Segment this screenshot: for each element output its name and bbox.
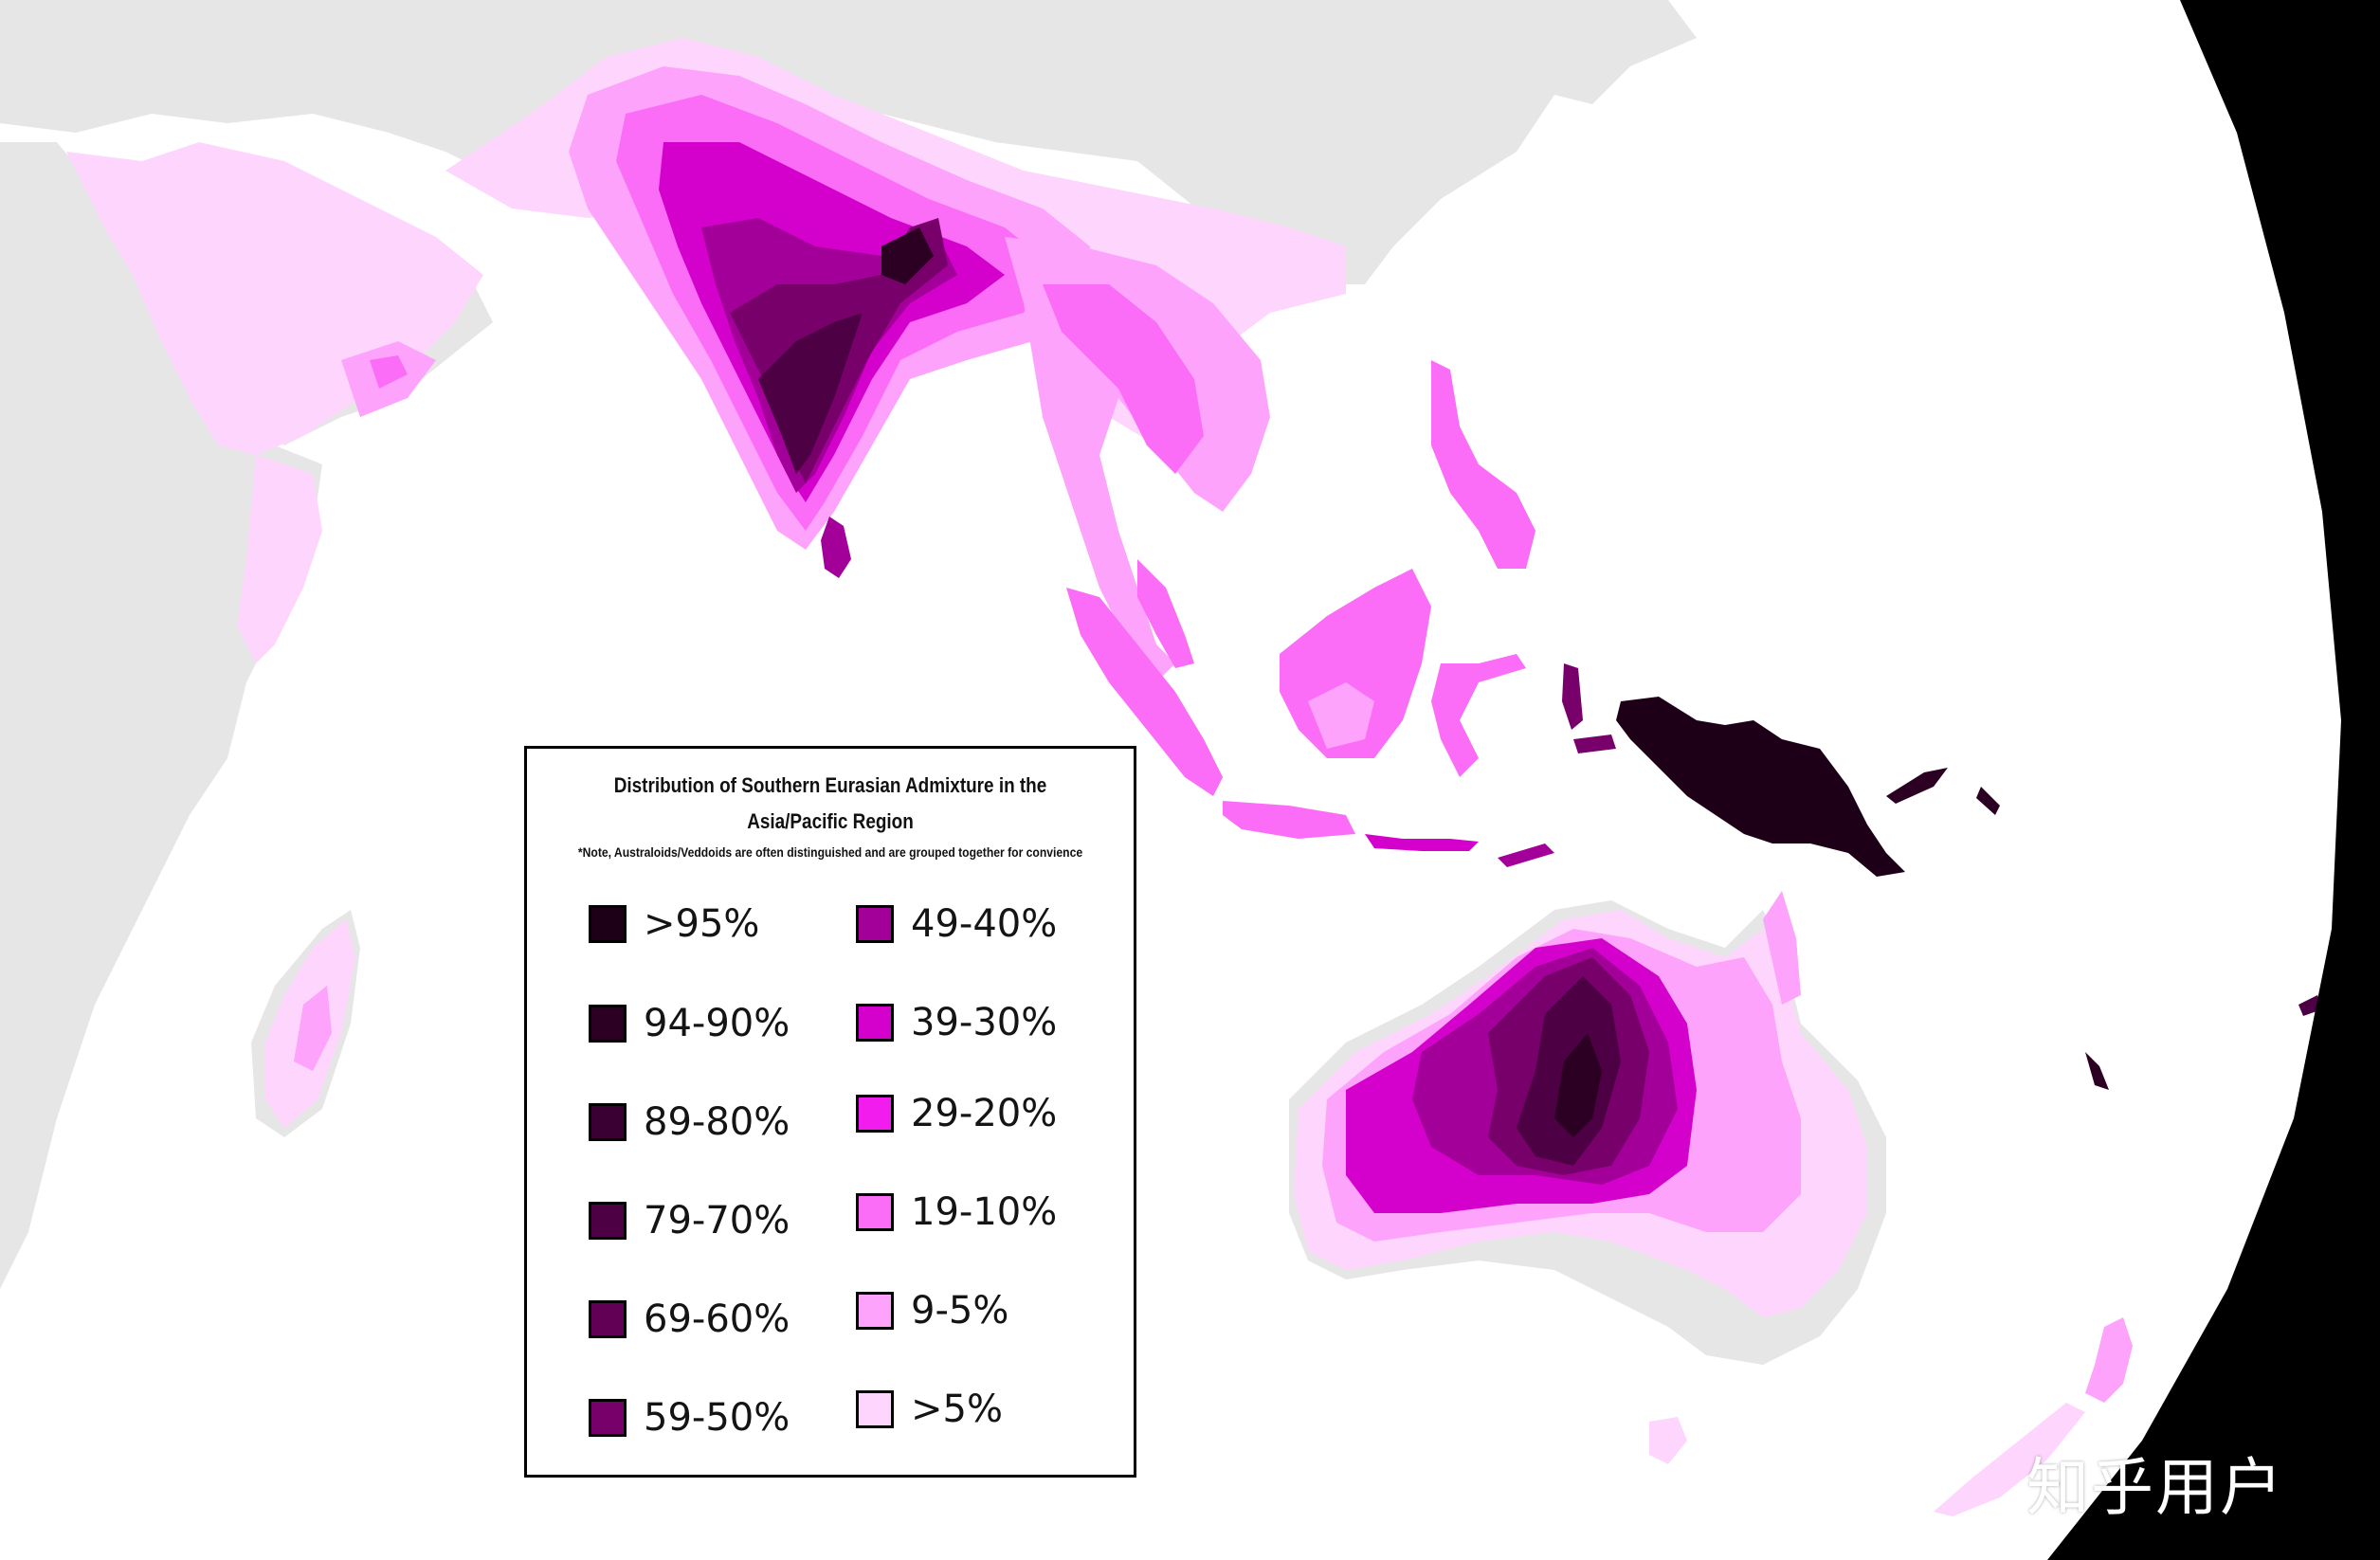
new-guinea <box>1616 697 1905 877</box>
legend-swatch <box>856 905 894 943</box>
legend-swatch <box>589 1103 627 1141</box>
legend-item: 49-40% <box>856 900 1057 948</box>
legend-label: 69-60% <box>644 1297 790 1341</box>
borneo-light <box>1308 682 1374 749</box>
arabia-shading-dark <box>370 355 408 389</box>
java <box>1223 801 1355 839</box>
sumatra <box>1066 588 1223 796</box>
solomon-1 <box>1976 787 2000 815</box>
legend-box: Distribution of Southern Eurasian Admixt… <box>524 746 1136 1478</box>
malay-peninsula <box>1137 559 1194 668</box>
legend-label: 49-40% <box>911 902 1058 946</box>
legend-item: 94-90% <box>589 1000 790 1047</box>
space-limb <box>2047 0 2380 1560</box>
watermark: 知乎用户 <box>2026 1451 2284 1524</box>
legend-label: 19-10% <box>911 1190 1058 1234</box>
maluku-2 <box>1573 735 1616 753</box>
legend-label: 9-5% <box>911 1289 1009 1333</box>
australia-layer-7 <box>1554 1033 1602 1137</box>
new-zealand-north <box>2085 1317 2133 1403</box>
solomon-2 <box>2085 1052 2109 1090</box>
legend-label: 39-30% <box>911 1001 1058 1044</box>
lesser-sunda <box>1365 834 1479 851</box>
new-britain <box>1886 768 1948 804</box>
timor <box>1498 843 1554 867</box>
sulawesi <box>1431 654 1526 777</box>
legend-item: 19-10% <box>856 1188 1057 1236</box>
se-asia-mainland-mid <box>1043 284 1204 474</box>
legend-swatch <box>856 1004 894 1042</box>
east-africa-shading <box>237 455 322 663</box>
sri-lanka <box>821 517 851 578</box>
legend-title: Distribution of Southern Eurasian Admixt… <box>570 768 1091 840</box>
india-layer-7 <box>881 227 934 284</box>
legend-swatch <box>589 905 627 943</box>
cape-york <box>1763 891 1801 1005</box>
asia-landmass <box>0 0 1697 284</box>
legend-label: 59-50% <box>644 1396 790 1440</box>
tasmania <box>1649 1417 1687 1464</box>
new-zealand-south <box>1934 1403 2085 1516</box>
legend-swatch <box>856 1095 894 1133</box>
legend-swatch <box>856 1292 894 1330</box>
legend-swatch <box>589 1202 627 1240</box>
se-asia-mainland <box>1005 237 1270 682</box>
legend-label: 79-70% <box>644 1199 790 1243</box>
maluku <box>1562 663 1583 730</box>
legend-item: >95% <box>589 900 759 948</box>
legend-item: 59-50% <box>589 1394 790 1442</box>
legend-item: 39-30% <box>856 999 1057 1046</box>
legend-note: *Note, Australoids/Veddoids are often di… <box>577 845 1083 860</box>
legend-item: 79-70% <box>589 1197 790 1244</box>
legend-item: 29-20% <box>856 1090 1057 1137</box>
legend-swatch <box>589 1300 627 1338</box>
india-layer-6 <box>758 313 863 474</box>
legend-label: 94-90% <box>644 1002 790 1045</box>
legend-label: 29-20% <box>911 1092 1058 1135</box>
legend-item: >5% <box>856 1386 1003 1433</box>
legend-label: >5% <box>911 1388 1003 1431</box>
philippines <box>1431 360 1535 569</box>
legend-item: 9-5% <box>856 1287 1008 1334</box>
legend-label: >95% <box>644 902 760 946</box>
madagascar-shading-mid <box>294 986 332 1071</box>
legend-item: 69-60% <box>589 1296 790 1343</box>
legend-title-line1: Distribution of Southern Eurasian Admixt… <box>613 773 1047 797</box>
legend-swatch <box>589 1399 627 1437</box>
legend-swatch <box>856 1390 894 1428</box>
legend-title-line2: Asia/Pacific Region <box>747 809 914 833</box>
legend-swatch <box>589 1005 627 1043</box>
legend-swatch <box>856 1193 894 1231</box>
legend-item: 89-80% <box>589 1098 790 1146</box>
legend-label: 89-80% <box>644 1100 790 1144</box>
